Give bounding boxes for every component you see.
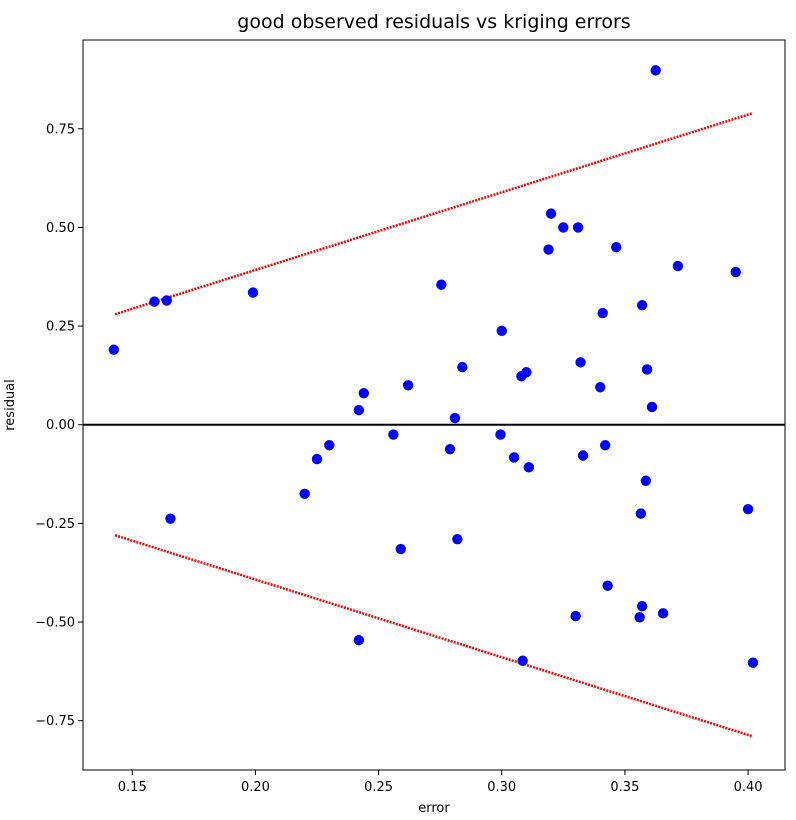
data-point [640, 475, 652, 486]
chart-title: good observed residuals vs kriging error… [237, 11, 630, 33]
data-point [161, 295, 172, 306]
data-point [672, 260, 684, 272]
upper-bound-line [114, 111, 754, 316]
data-point [457, 361, 468, 373]
data-point [165, 513, 176, 524]
data-point [496, 325, 507, 337]
data-point [602, 580, 613, 591]
y-tick-label: 0.00 [46, 418, 75, 433]
data-point [595, 382, 606, 393]
x-axis: 0.15 0.20 0.25 0.30 0.35 0.40 [118, 770, 763, 795]
data-point [636, 601, 648, 612]
data-point [388, 429, 399, 440]
data-point [247, 287, 259, 298]
x-axis-label: error [418, 801, 450, 816]
data-point [523, 462, 535, 473]
data-point [543, 244, 554, 255]
plot-frame [82, 39, 786, 771]
data-point [730, 266, 741, 278]
data-point [324, 440, 335, 451]
data-point [747, 657, 759, 668]
data-point [636, 299, 648, 311]
lines-layer [83, 111, 785, 738]
data-point [149, 296, 160, 307]
x-tick-label: 0.15 [118, 780, 147, 795]
points-layer [108, 65, 759, 668]
data-point [299, 488, 310, 499]
y-axis-label: residual [3, 379, 18, 431]
data-point [599, 440, 611, 451]
y-axis: −0.75 −0.50 −0.25 0.00 0.25 0.50 0.75 [35, 122, 83, 729]
x-tick-label: 0.35 [610, 780, 639, 795]
data-point [558, 222, 569, 233]
data-point [402, 380, 414, 391]
data-point [495, 429, 506, 440]
x-tick-label: 0.20 [241, 780, 270, 795]
data-point [358, 387, 369, 399]
y-tick-label: 0.50 [46, 221, 75, 236]
data-point [650, 65, 661, 76]
data-point [611, 241, 622, 253]
y-tick-label: −0.75 [35, 714, 75, 729]
data-point [444, 443, 456, 455]
data-point [577, 450, 589, 461]
data-point [508, 452, 520, 463]
data-point [353, 404, 365, 416]
x-tick-label: 0.40 [734, 780, 763, 795]
y-tick-label: 0.75 [46, 122, 75, 137]
lower-bound-line [114, 534, 754, 738]
data-point [657, 608, 669, 619]
data-point [646, 401, 658, 413]
data-point [449, 412, 461, 424]
y-tick-label: −0.50 [35, 616, 75, 631]
data-point [436, 279, 447, 290]
data-point [570, 610, 581, 622]
y-tick-label: 0.25 [46, 320, 75, 335]
data-point [572, 222, 584, 233]
data-point [634, 612, 645, 623]
data-point [311, 453, 323, 465]
data-point [452, 533, 463, 545]
data-point [353, 634, 365, 646]
data-point [742, 503, 754, 515]
x-tick-label: 0.25 [364, 780, 393, 795]
data-point [597, 307, 608, 319]
x-tick-label: 0.30 [487, 780, 516, 795]
y-tick-label: −0.25 [35, 517, 75, 532]
data-point [521, 367, 532, 378]
data-point [108, 344, 119, 355]
data-point [545, 208, 557, 219]
data-point [517, 655, 528, 666]
data-point [395, 543, 406, 555]
data-point [635, 508, 647, 519]
data-point [575, 357, 586, 368]
data-point [641, 364, 653, 375]
